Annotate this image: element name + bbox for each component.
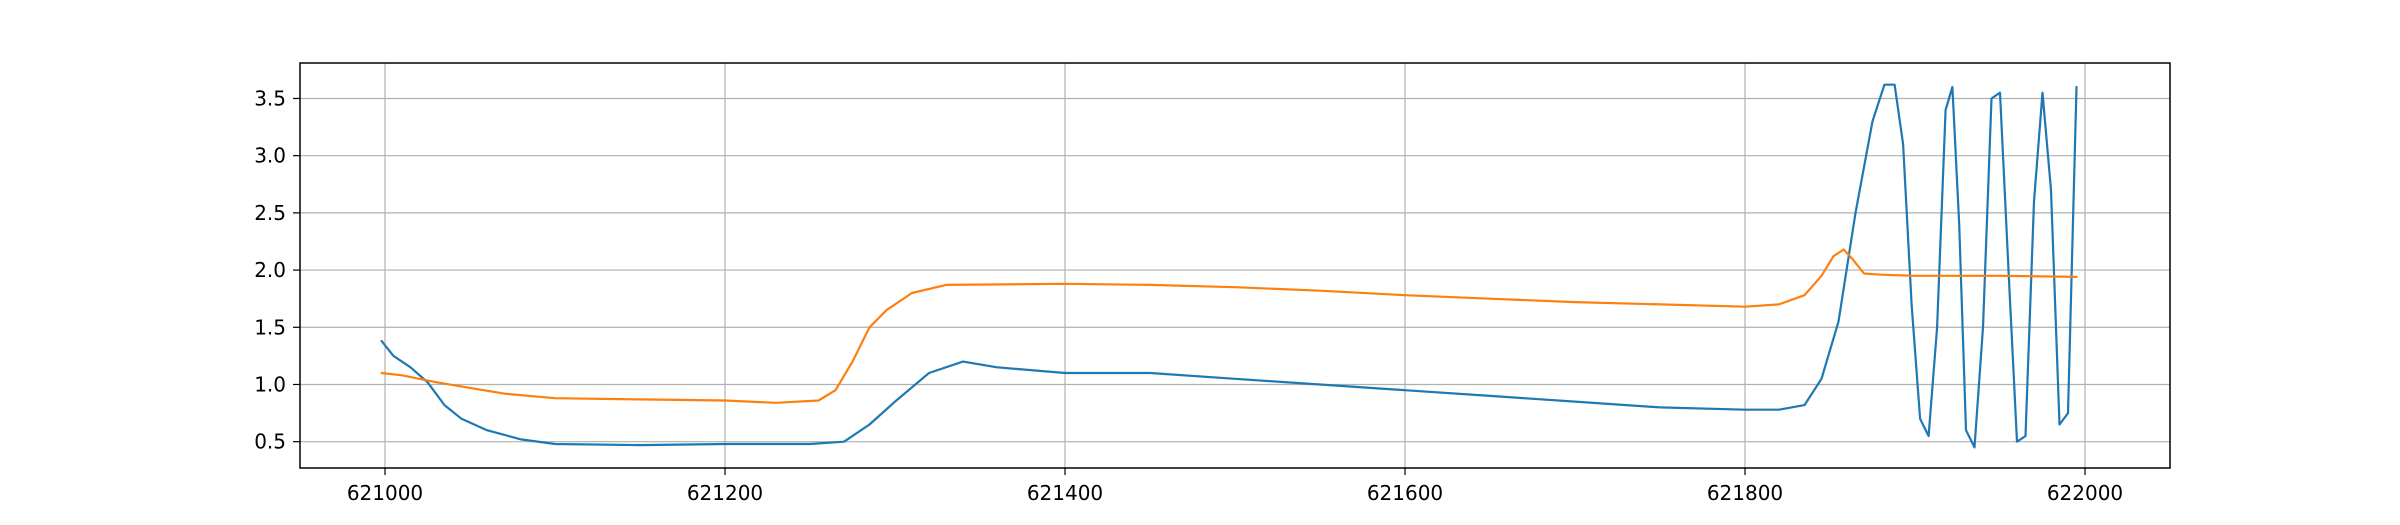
x-tick-label: 622000 [2047, 481, 2123, 505]
x-axis: 621000 621200 621400 621600 621800 622000 [347, 468, 2123, 505]
x-tick-label: 621000 [347, 481, 423, 505]
plot-frame [299, 62, 2171, 469]
series-line-1 [380, 83, 2078, 449]
y-tick-label: 2.5 [254, 201, 286, 225]
series-layer [380, 83, 2078, 449]
y-tick-label: 3.0 [254, 144, 286, 168]
y-tick-label: 1.5 [254, 315, 286, 339]
y-tick-label: 3.5 [254, 86, 286, 110]
y-axis: 0.5 1.0 1.5 2.0 2.5 3.0 3.5 [254, 86, 300, 454]
x-tick-label: 621800 [1707, 481, 1783, 505]
y-tick-label: 2.0 [254, 258, 286, 282]
y-tick-label: 1.0 [254, 372, 286, 396]
series-line-2 [380, 248, 2078, 404]
x-tick-label: 621600 [1367, 481, 1443, 505]
x-tick-label: 621200 [687, 481, 763, 505]
x-tick-label: 621400 [1027, 481, 1103, 505]
y-tick-label: 0.5 [254, 430, 286, 454]
plot-area [300, 63, 2170, 468]
grid-lines [300, 63, 2170, 468]
